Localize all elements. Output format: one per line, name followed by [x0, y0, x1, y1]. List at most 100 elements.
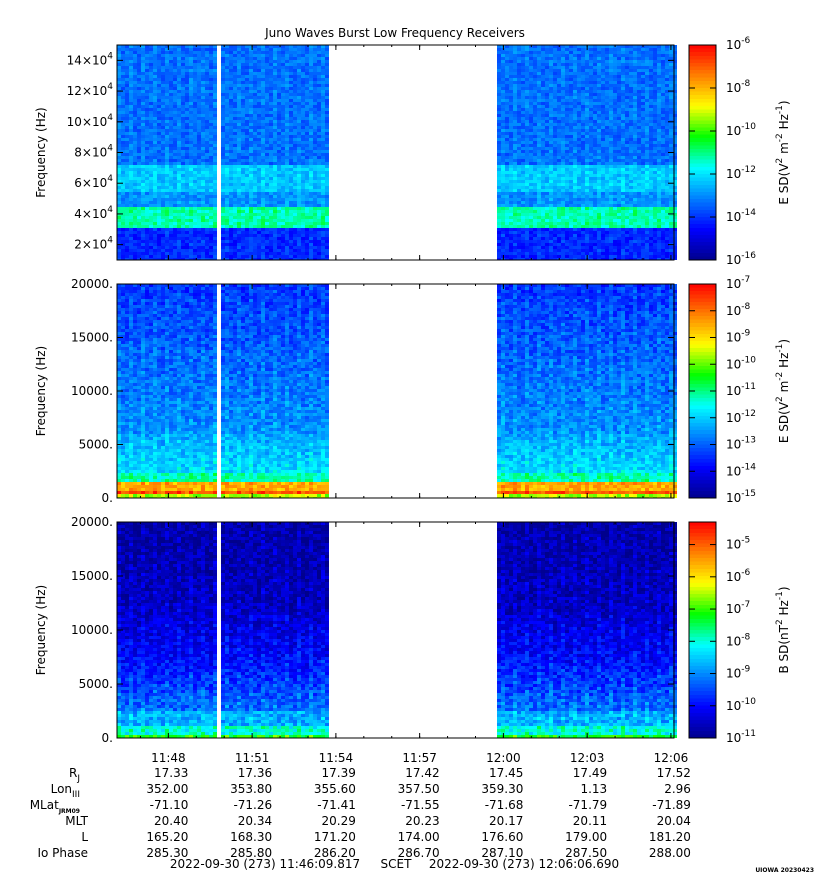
ephemeris-value: 355.60	[314, 782, 356, 796]
ephemeris-value: -71.89	[652, 798, 691, 812]
time-tick-label: 11:48	[151, 751, 186, 765]
ephemeris-value: 171.20	[314, 830, 356, 844]
colorbar-tick-label: 10-10	[726, 355, 756, 371]
y-tick-label: 5000.	[79, 438, 113, 452]
footer-start-time: 2022-09-30 (273) 11:46:09.817	[170, 857, 360, 871]
y-tick-label: 4×104	[74, 205, 113, 221]
y-tick-label: 5000.	[79, 677, 113, 691]
ephemeris-value: 17.45	[489, 766, 523, 780]
colorbar-tick-label: 10-8	[726, 79, 751, 95]
y-tick-label: 10000.	[71, 623, 113, 637]
colorbar-tick-label: 10-12	[726, 165, 756, 181]
y-axis-label: Frequency (Hz)	[34, 107, 48, 198]
ephemeris-value: 17.36	[238, 766, 272, 780]
panel-electric-low: 0. 5000. 10000. 15000. 20000. Frequency (Hz) 1…	[34, 275, 791, 505]
time-tick-label: 12:06	[654, 751, 689, 765]
time-tick-label: 11:54	[319, 751, 354, 765]
ephemeris-value: 179.00	[565, 830, 607, 844]
y-tick-label: 12×104	[67, 82, 114, 98]
ephemeris-value: -71.26	[233, 798, 272, 812]
ephemeris-value: -71.41	[317, 798, 356, 812]
time-tick-label: 12:00	[486, 751, 521, 765]
ephemeris-value: 20.40	[154, 814, 188, 828]
ephemeris-value: 165.20	[146, 830, 188, 844]
ephemeris-value: 353.80	[230, 782, 272, 796]
y-tick-label: 15000.	[71, 569, 113, 583]
ephemeris-value: 288.00	[649, 846, 691, 860]
ephemeris-row-label: MLatJRM09	[30, 798, 80, 815]
colorbar-tick-label: 10-14	[726, 462, 756, 478]
time-tick-label: 11:57	[402, 751, 437, 765]
y-tick-label: 0.	[102, 731, 113, 745]
colorbar-tick-label: 10-8	[726, 632, 751, 648]
colorbar: 10-6 10-8 10-10 10-12 10-14 10-16 E SD(V2 m-2 …	[689, 36, 791, 267]
ephemeris-table: RJ 17.33 17.36 17.39 17.42 17.45 17.49 17.52Lon…	[30, 766, 691, 860]
ephemeris-value: 352.00	[146, 782, 188, 796]
colorbar-tick-label: 10-9	[726, 665, 751, 681]
colorbar-tick-label: 10-10	[726, 697, 756, 713]
y-tick-label: 8×104	[74, 144, 113, 160]
footer-end-time: 2022-09-30 (273) 12:06:06.690	[429, 857, 619, 871]
figure-title: Juno Waves Burst Low Frequency Receivers	[264, 26, 525, 40]
ephemeris-row-label: L	[81, 830, 88, 844]
colorbar-tick-label: 10-7	[726, 600, 750, 616]
ephemeris-value: 17.42	[405, 766, 439, 780]
colorbar: 10-7 10-8 10-9 10-10 10-11 10-12 10-13 10-14 10-…	[689, 275, 791, 505]
ephemeris-row-label: MLT	[65, 814, 88, 828]
colorbar-tick-label: 10-11	[726, 729, 756, 745]
ephemeris-value: 17.52	[657, 766, 691, 780]
ephemeris-value: 17.33	[154, 766, 188, 780]
y-axis-label: Frequency (Hz)	[34, 585, 48, 676]
time-axis-labels: 11:48 11:51 11:54 11:57 12:00 12:03 12:06	[151, 751, 688, 765]
y-axis-label: Frequency (Hz)	[34, 346, 48, 437]
ephemeris-value: 176.60	[481, 830, 523, 844]
y-tick-label: 6×104	[74, 174, 113, 190]
y-tick-label: 14×104	[67, 51, 114, 67]
colorbar-tick-label: 10-6	[726, 36, 751, 52]
colorbar-tick-label: 10-15	[726, 489, 756, 505]
ephemeris-row-label: Io Phase	[37, 846, 88, 860]
colorbar-tick-label: 10-12	[726, 409, 756, 425]
ephemeris-value: -71.55	[401, 798, 440, 812]
ephemeris-value: 181.20	[649, 830, 691, 844]
ephemeris-value: 1.13	[580, 782, 607, 796]
y-tick-label: 20000.	[71, 515, 113, 529]
colorbar-tick-label: 10-6	[726, 568, 751, 584]
y-tick-label: 10×104	[67, 113, 114, 129]
colorbar-tick-label: 10-14	[726, 208, 756, 224]
colorbar-tick-label: 10-8	[726, 302, 751, 318]
y-tick-label: 15000.	[71, 331, 113, 345]
heatmap-cells	[117, 284, 677, 498]
colorbar-tick-label: 10-10	[726, 122, 756, 138]
colorbar-label: B SD(nT2 Hz-1)	[775, 586, 791, 673]
colorbar-tick-label: 10-16	[726, 251, 756, 267]
ephemeris-value: -71.79	[568, 798, 607, 812]
y-tick-label: 20000.	[71, 277, 113, 291]
ephemeris-value: 168.30	[230, 830, 272, 844]
heatmap-cells	[117, 522, 677, 738]
colorbar-label: E SD(V2 m-2 Hz-1)	[775, 339, 791, 443]
y-tick-label: 2×104	[74, 236, 113, 252]
ephemeris-value: 20.29	[322, 814, 356, 828]
colorbar-tick-label: 10-11	[726, 382, 756, 398]
colorbar-label: E SD(V2 m-2 Hz-1)	[775, 100, 791, 204]
colorbar-tick-label: 10-13	[726, 436, 756, 452]
ephemeris-value: 20.04	[657, 814, 691, 828]
ephemeris-value: 17.49	[573, 766, 607, 780]
footer-scet: SCET	[381, 857, 413, 871]
y-tick-label: 0.	[102, 491, 113, 505]
ephemeris-value: 357.50	[398, 782, 440, 796]
ephemeris-value: 17.39	[322, 766, 356, 780]
ephemeris-value: -71.10	[150, 798, 189, 812]
colorbar: 10-5 10-6 10-7 10-8 10-9 10-10 10-11 B SD(nT2 H…	[689, 522, 791, 745]
ephemeris-value: 174.00	[398, 830, 440, 844]
colorbar-tick-label: 10-5	[726, 536, 750, 552]
ephemeris-value: 359.30	[481, 782, 523, 796]
colorbar-tick-label: 10-7	[726, 275, 750, 291]
y-tick-label: 10000.	[71, 384, 113, 398]
ephemeris-value: 20.11	[573, 814, 607, 828]
panel-magnetic: 0. 5000. 10000. 15000. 20000. Frequency (Hz) 1…	[34, 515, 791, 745]
footer-stamp: UIOWA 20230423	[755, 867, 814, 874]
colorbar-tick-label: 10-9	[726, 329, 751, 345]
